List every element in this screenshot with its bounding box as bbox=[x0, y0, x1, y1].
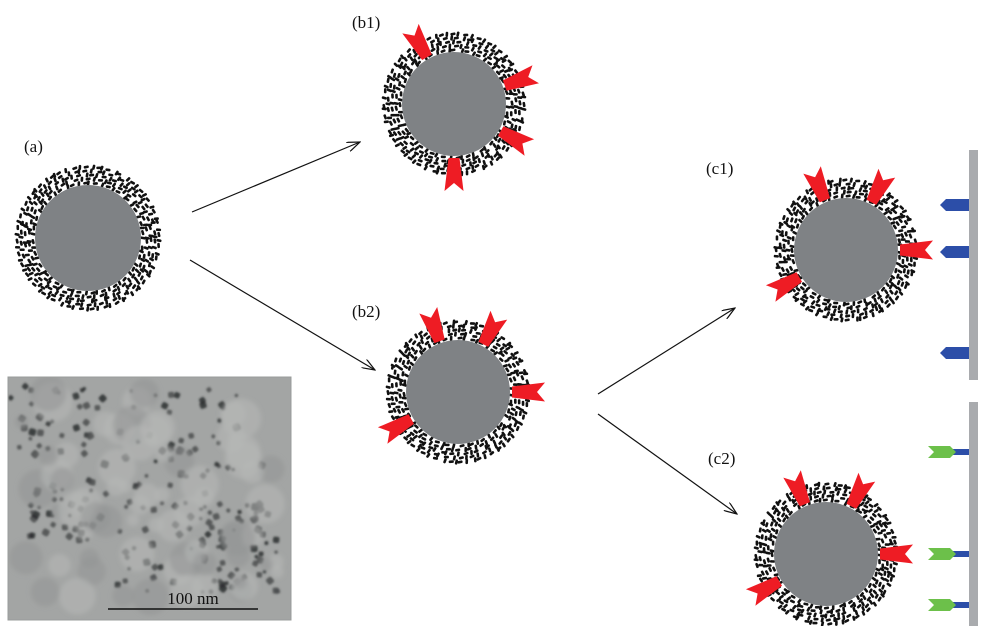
substrate-c2 bbox=[969, 402, 978, 626]
particle-c1-ligand bbox=[765, 272, 802, 302]
process-arrows bbox=[189, 142, 737, 514]
label-c1: (c1) bbox=[706, 159, 733, 178]
blocked-receptor bbox=[928, 548, 969, 560]
arrow-a-to-b1 bbox=[191, 142, 360, 213]
particle-c2-ligand bbox=[783, 470, 810, 507]
receptor bbox=[940, 347, 969, 359]
blocked-receptor bbox=[928, 446, 969, 458]
label-b2: (b2) bbox=[352, 302, 380, 321]
surface-receptors bbox=[928, 199, 969, 611]
particle-c1-ligand bbox=[803, 166, 830, 203]
particle-b1-ligand bbox=[502, 65, 539, 91]
label-b1: (b1) bbox=[352, 13, 380, 32]
particle-a bbox=[14, 164, 162, 312]
tem-micrograph: 100 nm bbox=[7, 376, 292, 621]
scale-bar-label: 100 nm bbox=[167, 589, 218, 608]
particle-b1-core bbox=[402, 52, 506, 156]
arrow-b2-to-c2 bbox=[597, 413, 737, 514]
particle-c2 bbox=[745, 470, 913, 626]
particle-b2-core bbox=[406, 340, 510, 444]
particle-c2-ligand bbox=[880, 544, 913, 564]
particle-c1-ligand bbox=[900, 240, 933, 260]
substrate-surfaces bbox=[969, 150, 978, 626]
particle-c2-ligand bbox=[745, 576, 782, 606]
particle-b1 bbox=[381, 23, 539, 191]
particle-b2-ligand bbox=[377, 414, 414, 444]
particle-b2 bbox=[377, 307, 545, 465]
particle-c2-coating bbox=[753, 481, 899, 626]
particle-c1 bbox=[765, 166, 933, 323]
particle-a-core bbox=[35, 185, 141, 291]
nanoparticles bbox=[14, 23, 933, 626]
arrow-a-to-b2 bbox=[189, 259, 375, 370]
substrate-c1 bbox=[969, 150, 978, 380]
particle-b2-ligand bbox=[419, 307, 445, 344]
receptor bbox=[940, 199, 969, 211]
particle-b2-ligand bbox=[478, 310, 508, 347]
particle-c1-ligand bbox=[866, 168, 896, 205]
particle-b2-ligand bbox=[512, 382, 545, 402]
particle-b1-ligand bbox=[498, 126, 535, 156]
blocked-receptor bbox=[928, 599, 969, 611]
particle-c1-core bbox=[794, 198, 898, 302]
particle-b1-ligand bbox=[402, 23, 432, 60]
arrow-b2-to-c1 bbox=[597, 308, 735, 395]
particle-c2-core bbox=[774, 502, 878, 606]
label-c2: (c2) bbox=[708, 449, 735, 468]
receptor bbox=[940, 246, 969, 258]
particle-c2-ligand bbox=[846, 472, 876, 509]
label-a: (a) bbox=[24, 137, 43, 156]
particle-b1-ligand bbox=[444, 158, 464, 191]
particle-a-coating bbox=[14, 164, 162, 312]
